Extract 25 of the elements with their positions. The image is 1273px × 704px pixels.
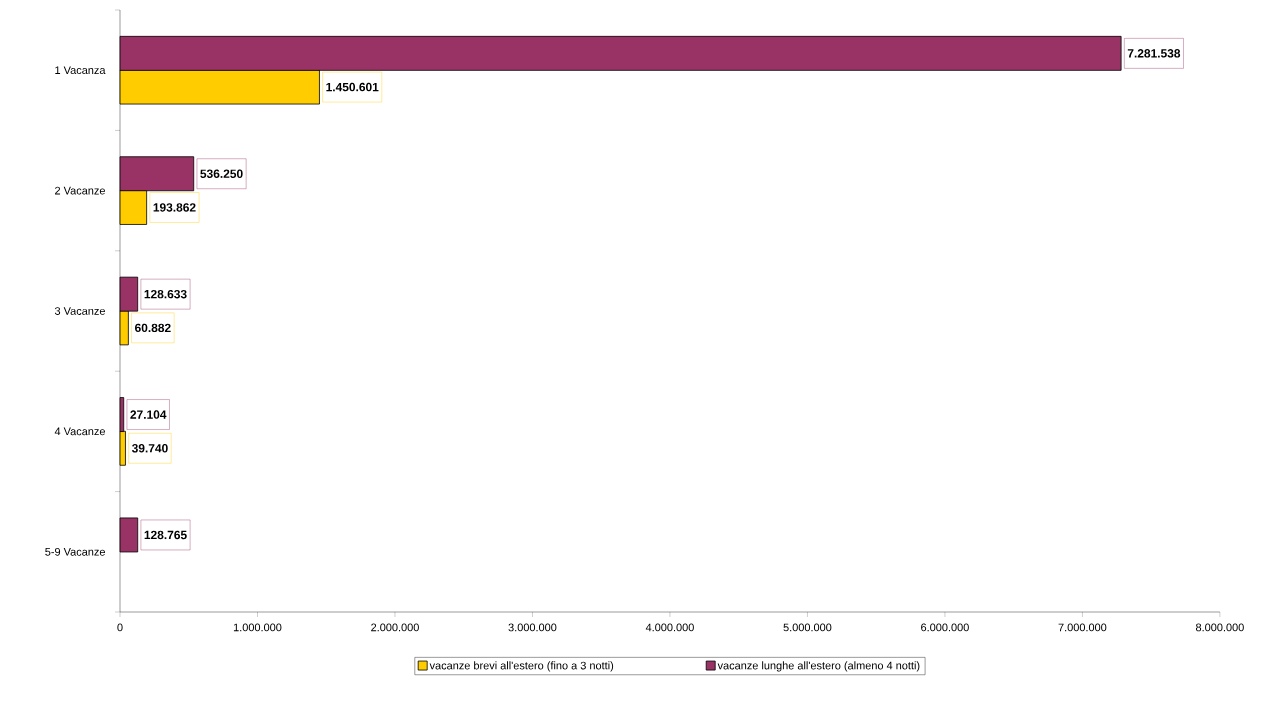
legend-label: vacanze lunghe all'estero (almeno 4 notti) [717,661,920,672]
data-label: 60.882 [135,323,171,333]
data-label: 536.250 [200,169,243,178]
y-tick-label: 1 Vacanza [55,66,106,75]
data-label: 39.740 [131,444,168,453]
x-tick-label: 0 [117,623,123,632]
y-tick-label: 3 Vacanze [54,307,105,315]
x-tick-label: 5.000.000 [783,623,832,632]
y-tick-label: 2 Vacanze [55,186,105,195]
data-label: 27.104 [130,410,167,419]
x-tick-label: 2.000.000 [371,623,419,632]
data-label: 193.862 [153,203,196,212]
data-label: 1.450.601 [326,82,379,92]
x-tick-label: 7.000.000 [1058,623,1107,632]
legend-label: vacanze brevi all'estero (fino a 3 notti) [429,661,614,672]
x-tick-label: 1.000.000 [233,623,282,632]
data-label: 7.281.538 [1127,49,1181,58]
y-tick-label: 5-9 Vacanze [45,547,105,556]
x-tick-label: 3.000.000 [508,623,557,632]
data-label: 128.633 [144,289,187,299]
y-tick-label: 4 Vacanze [54,427,105,436]
x-tick-label: 6.000.000 [921,623,969,632]
x-tick-label: 4.000.000 [645,623,694,632]
x-tick-label: 8.000.000 [1195,623,1244,632]
data-label: 128.765 [144,530,187,540]
